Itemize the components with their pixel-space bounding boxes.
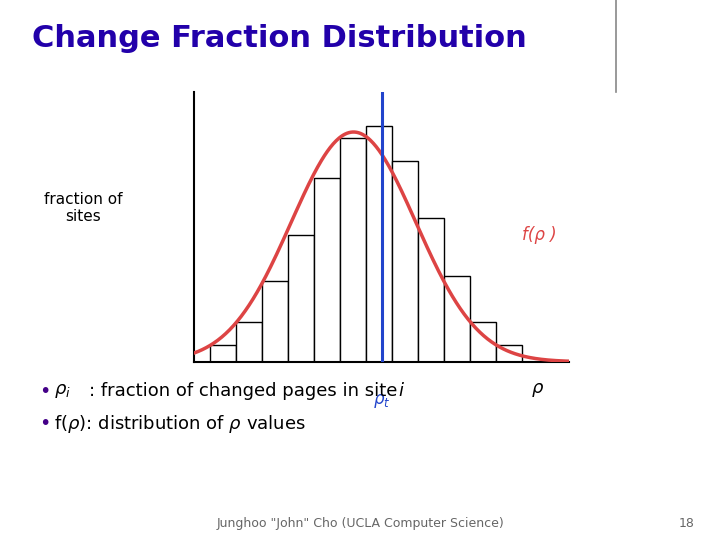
Bar [444, 275, 470, 362]
Text: : fraction of changed pages in site: : fraction of changed pages in site [89, 382, 402, 401]
Text: $\rho$: $\rho$ [531, 381, 544, 399]
Bar [288, 235, 314, 362]
Text: f($\rho$): distribution of $\rho$ values: f($\rho$): distribution of $\rho$ values [54, 413, 306, 435]
Bar [392, 161, 418, 362]
Bar [262, 281, 288, 362]
Text: 18: 18 [679, 517, 695, 530]
Bar [496, 345, 522, 362]
Text: $\rho_i$: $\rho_i$ [54, 382, 71, 401]
Text: •: • [40, 382, 51, 401]
Text: $i$: $i$ [398, 382, 405, 401]
Text: Change Fraction Distribution: Change Fraction Distribution [32, 24, 527, 53]
Text: f(ρ ): f(ρ ) [522, 226, 557, 245]
Text: Junghoo "John" Cho (UCLA Computer Science): Junghoo "John" Cho (UCLA Computer Scienc… [216, 517, 504, 530]
Bar [314, 178, 340, 362]
Text: $\rho_t$: $\rho_t$ [373, 392, 390, 409]
Bar [236, 322, 262, 362]
Bar [418, 218, 444, 362]
Text: •: • [40, 414, 51, 434]
Bar [340, 138, 366, 362]
Bar [366, 126, 392, 362]
Text: fraction of
sites: fraction of sites [43, 192, 122, 224]
Bar [470, 322, 496, 362]
Bar [210, 345, 236, 362]
